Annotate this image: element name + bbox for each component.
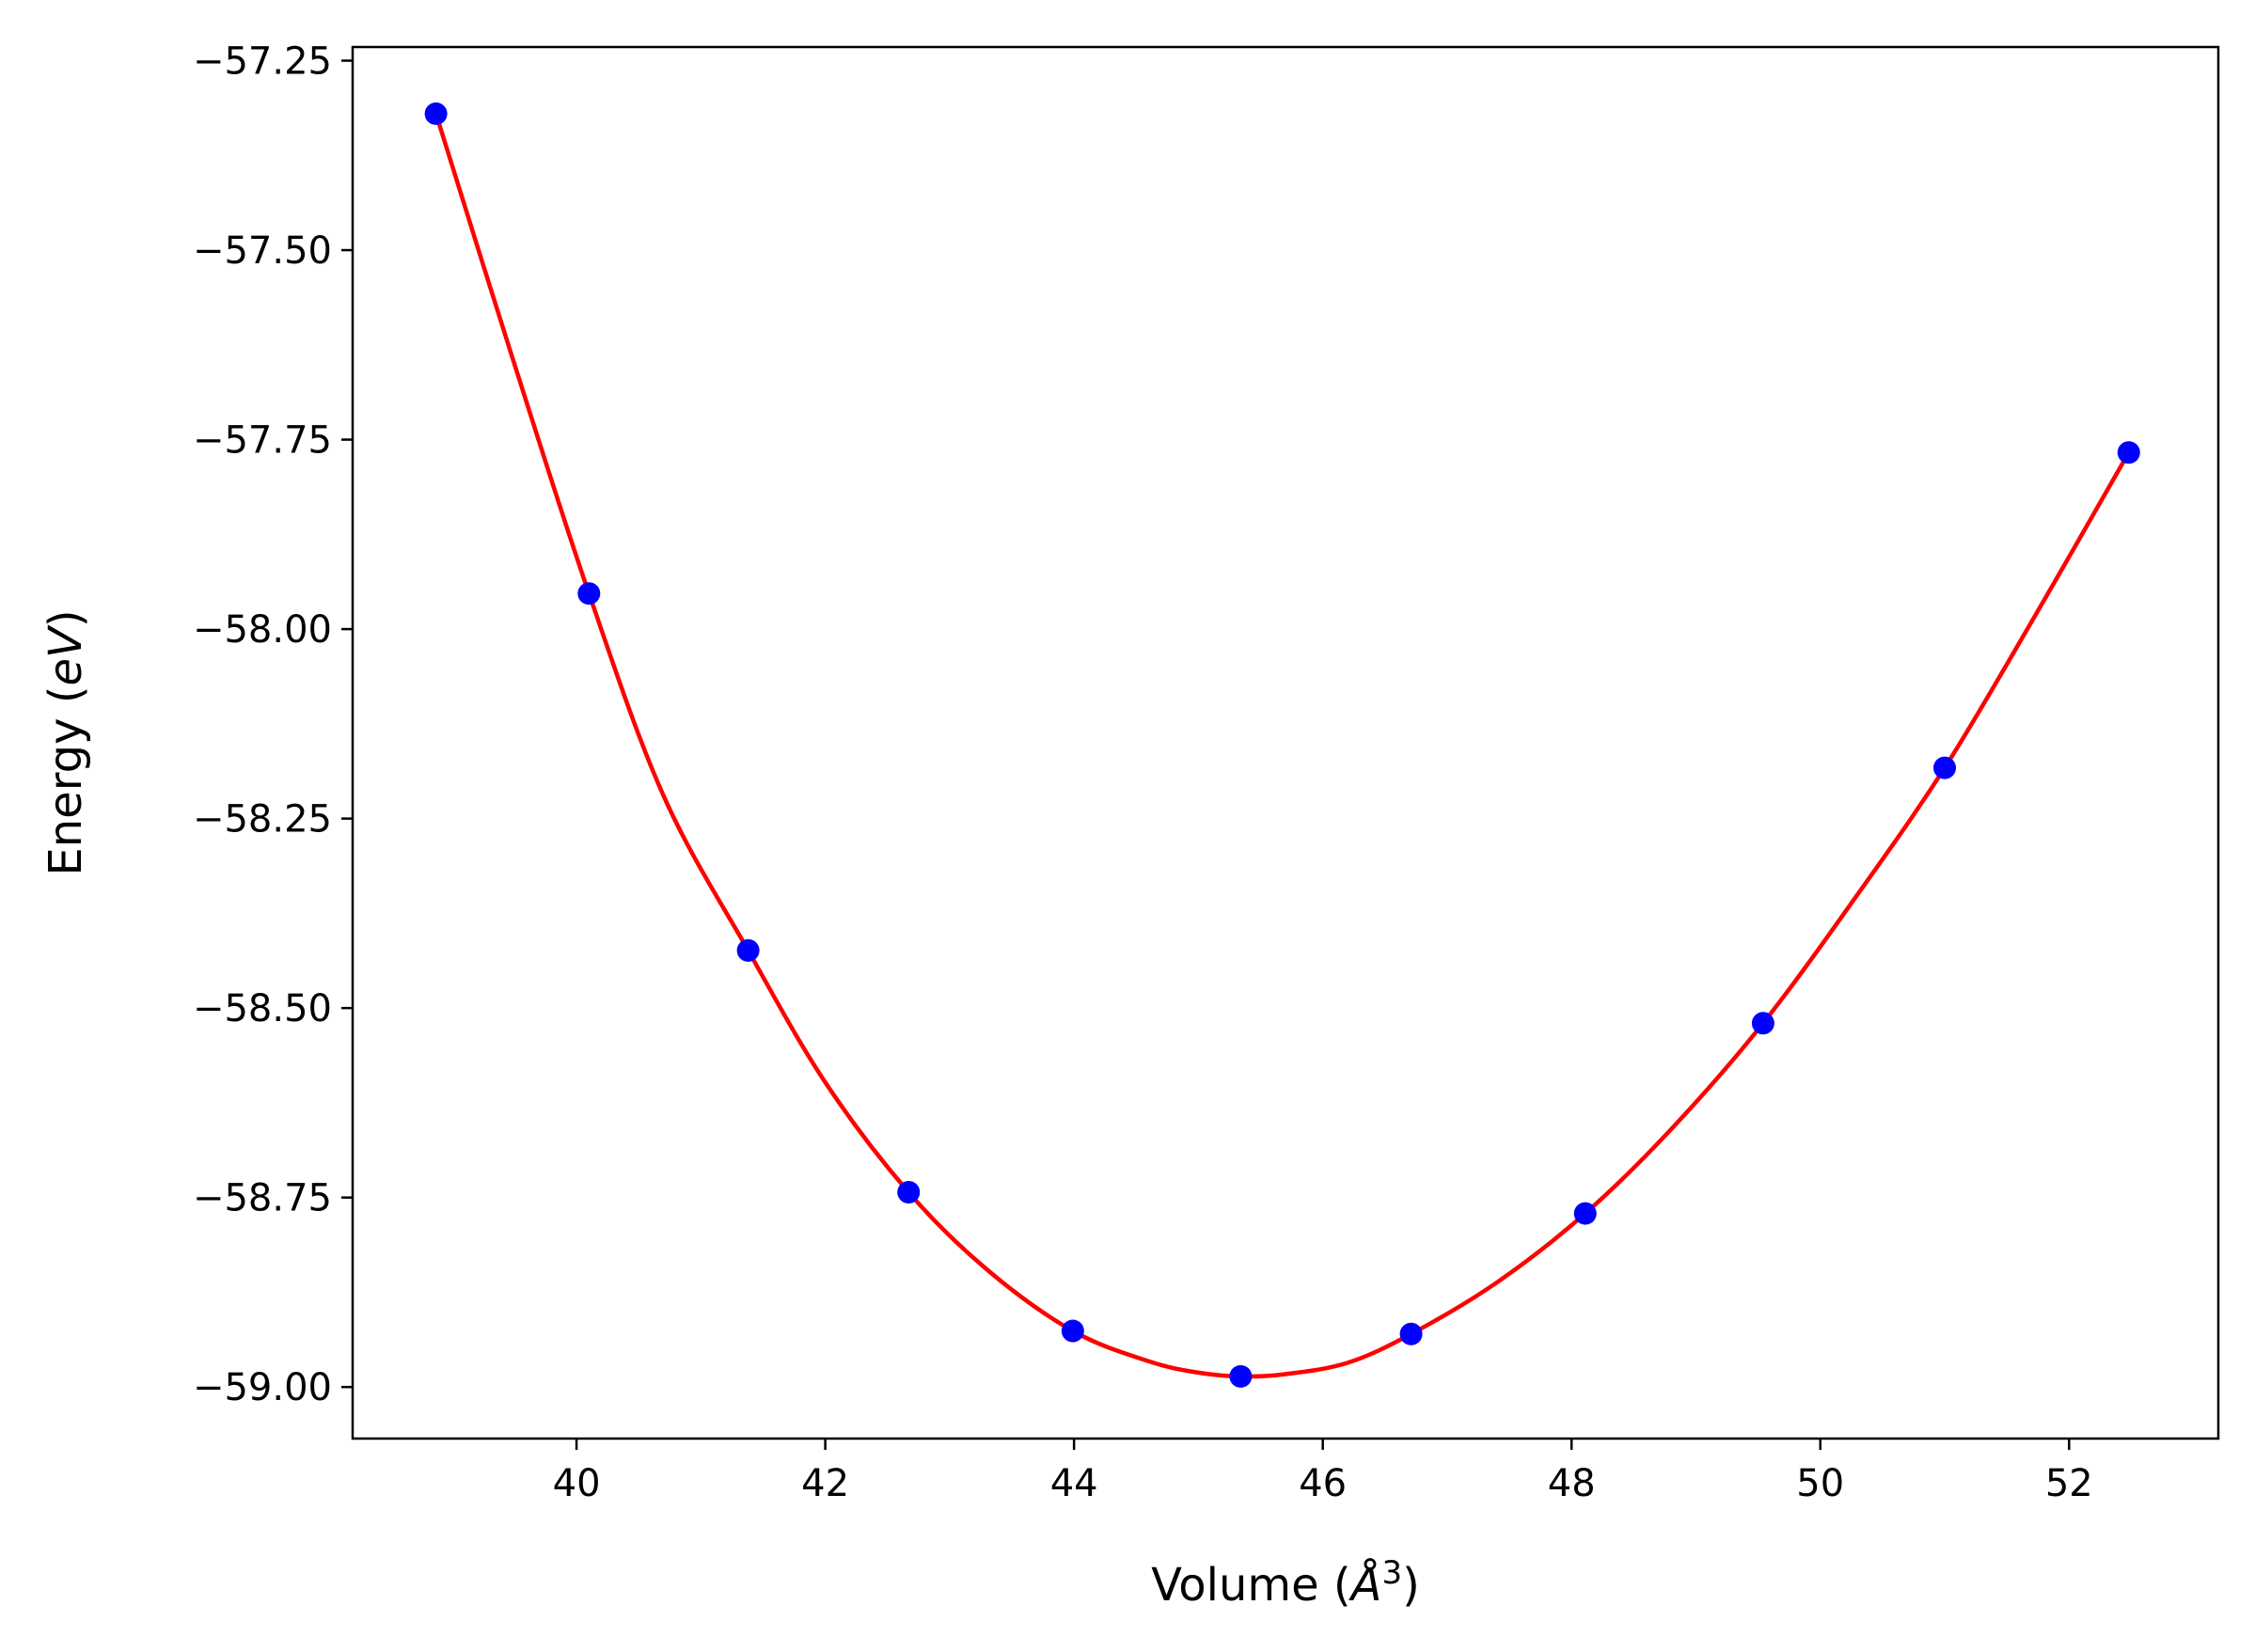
data-point (2117, 441, 2140, 464)
y-tick-label: −58.75 (193, 1177, 332, 1220)
plot-frame (351, 45, 2220, 1440)
data-point (1573, 1202, 1597, 1225)
data-point (1933, 756, 1957, 779)
x-axis-label: Volume (Å3) (1151, 1554, 1420, 1612)
x-tick-label: 50 (1796, 1462, 1844, 1505)
fit-curve-line (434, 111, 2132, 1379)
x-tick-label: 48 (1548, 1462, 1596, 1505)
plot-area (353, 47, 2218, 1439)
fit-curve-layer (434, 111, 2132, 1379)
y-tick-label: −58.50 (193, 987, 332, 1031)
data-points-layer (424, 102, 2140, 1388)
data-point (1751, 1012, 1774, 1035)
data-point (897, 1181, 921, 1204)
data-point (1229, 1364, 1253, 1388)
y-tick-label: −58.25 (193, 798, 332, 842)
x-tick-label: 46 (1299, 1462, 1347, 1505)
y-axis: −57.25 −57.50 −57.75 −58.00 −58.25 −58.50 −58.… (193, 40, 353, 1409)
y-axis-label: Energy (eV) (39, 609, 92, 875)
y-tick-label: −57.75 (193, 419, 332, 463)
x-tick-label: 52 (2045, 1462, 2093, 1505)
y-tick-label: −58.00 (193, 608, 332, 652)
data-point (577, 582, 601, 606)
y-tick-label: −57.50 (193, 229, 332, 273)
y-tick-label: −59.00 (193, 1366, 332, 1409)
x-tick-label: 40 (553, 1462, 601, 1505)
data-point (1061, 1319, 1084, 1343)
data-point (424, 102, 448, 125)
data-point (736, 938, 760, 962)
x-tick-label: 44 (1050, 1462, 1098, 1505)
x-axis: 40 42 44 46 48 50 52 (553, 1439, 2093, 1505)
data-point (1399, 1322, 1423, 1345)
x-tick-label: 42 (801, 1462, 849, 1505)
y-tick-label: −57.25 (193, 40, 332, 84)
